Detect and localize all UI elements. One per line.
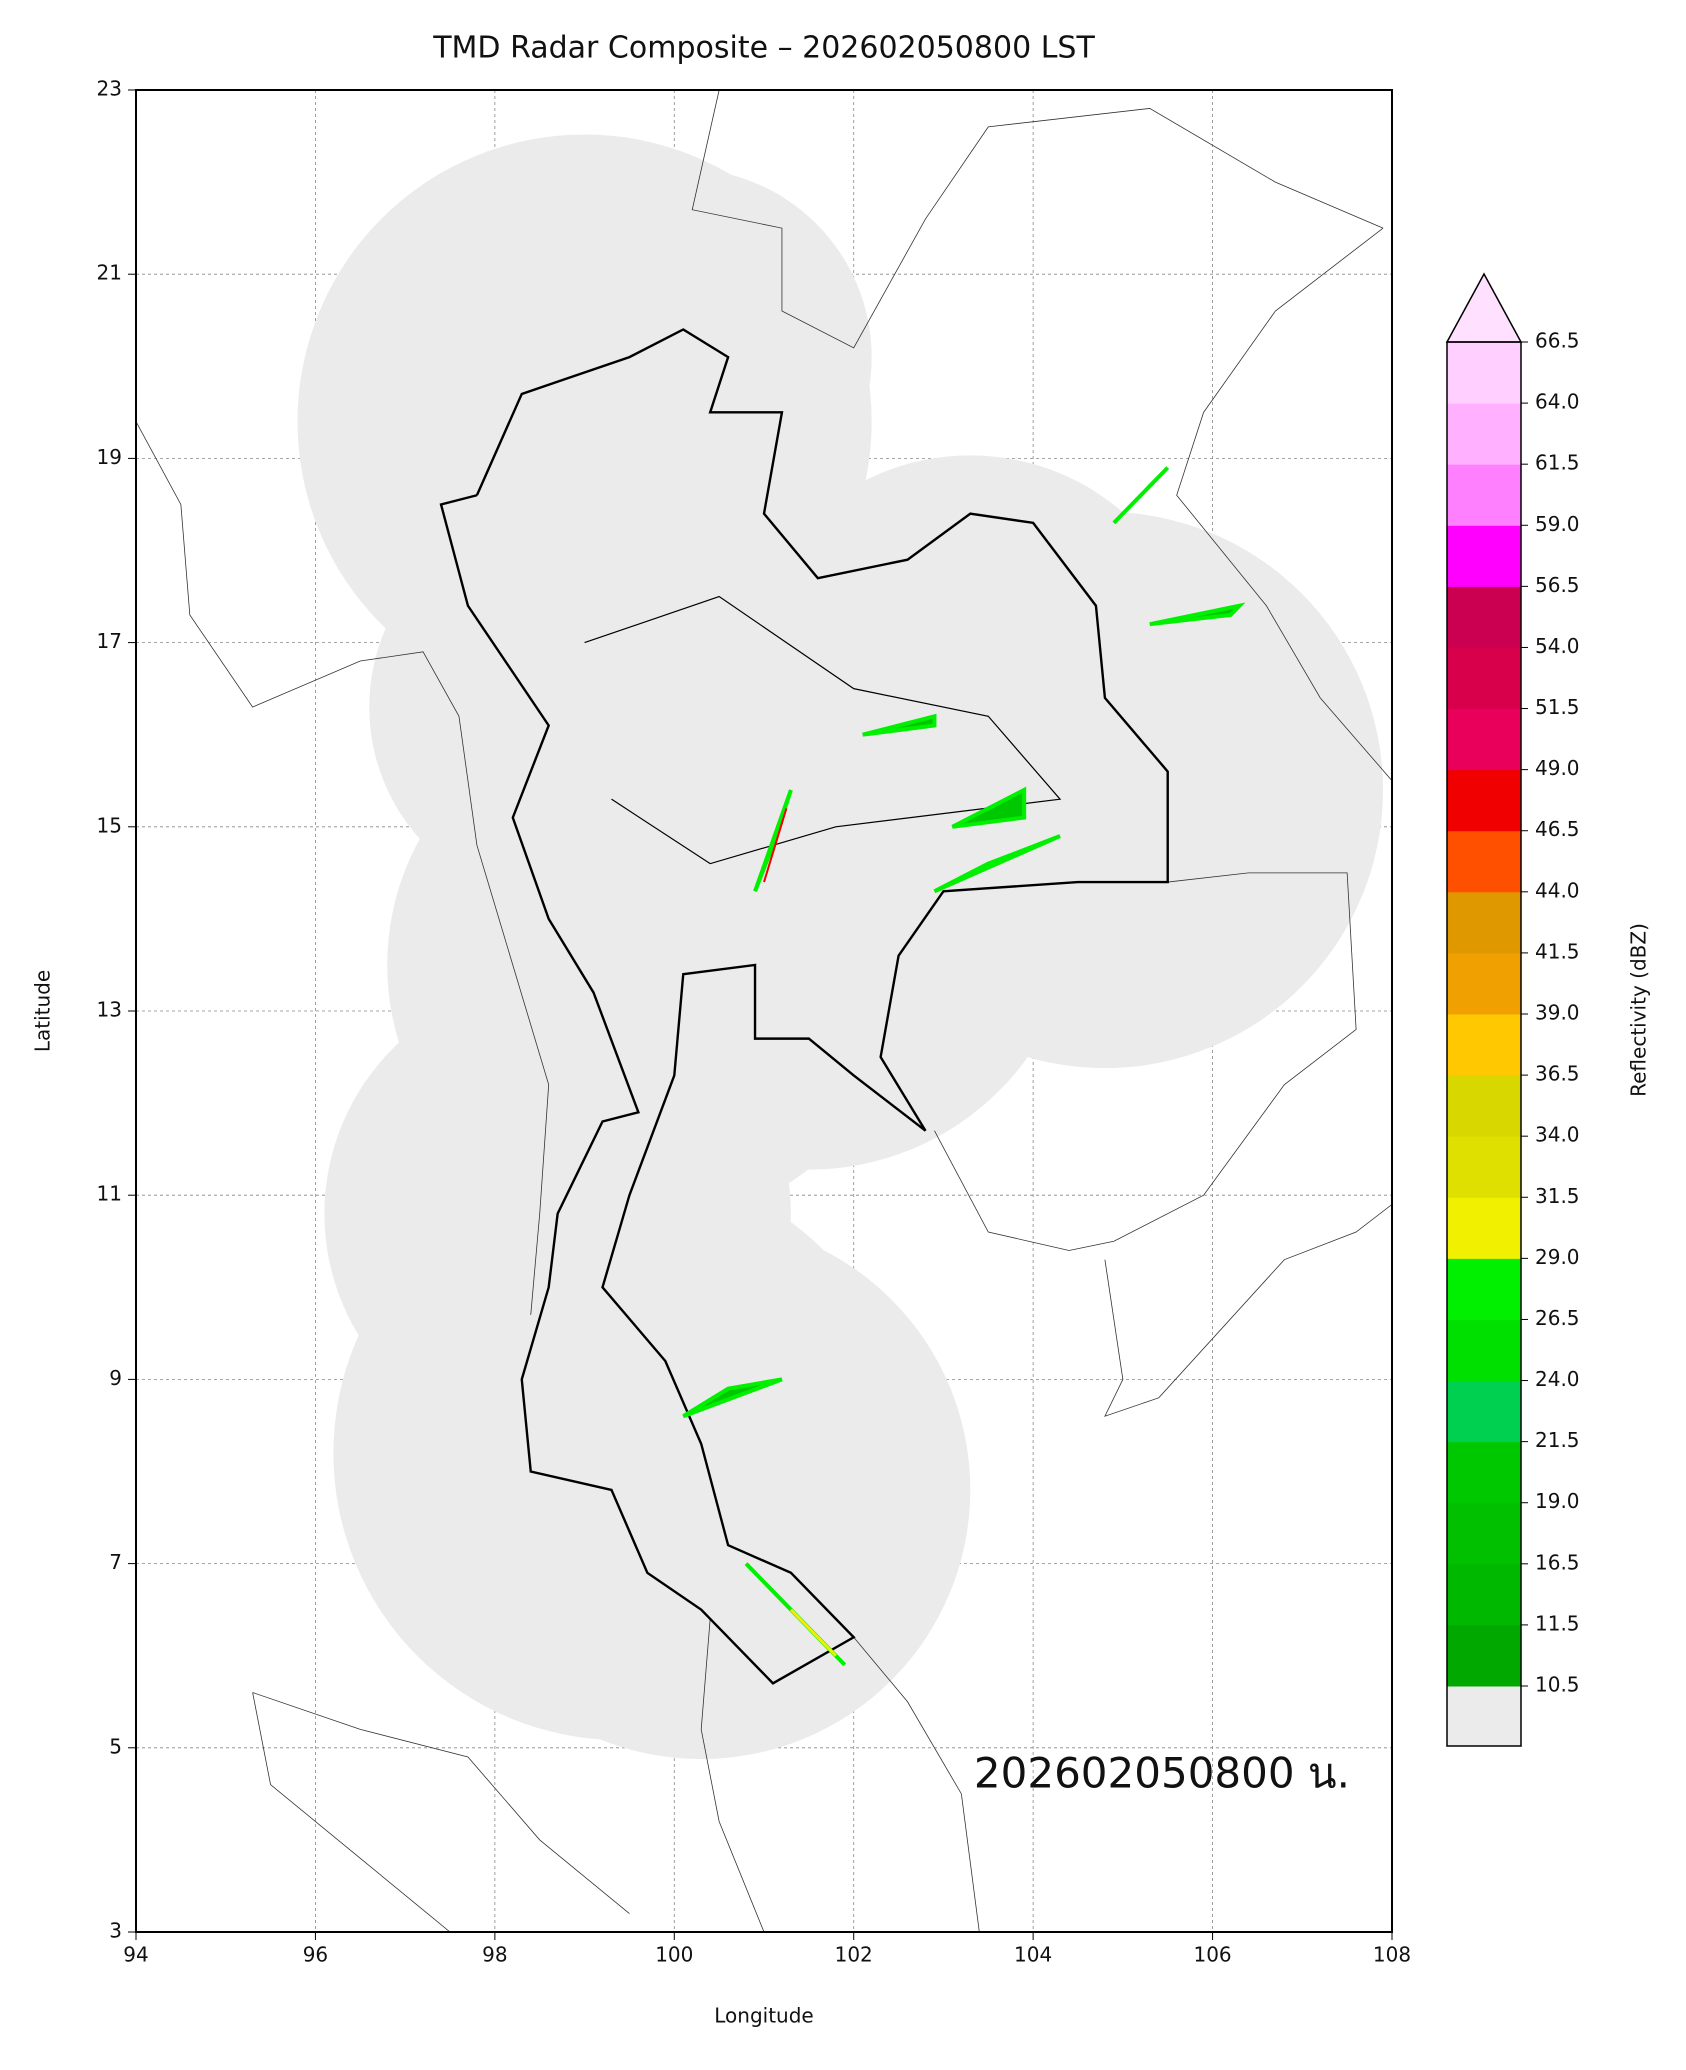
y-tick-label: 23 bbox=[97, 77, 122, 101]
x-axis-label: Longitude bbox=[714, 2004, 813, 2028]
echo bbox=[753, 789, 793, 892]
colorbar-segment bbox=[1447, 1136, 1521, 1198]
colorbar-tick-label: 26.5 bbox=[1535, 1306, 1580, 1330]
radar-coverage bbox=[494, 168, 872, 546]
x-tick-label: 98 bbox=[482, 1943, 507, 1967]
x-tick-label: 106 bbox=[1193, 1943, 1231, 1967]
colorbar-tick-label: 21.5 bbox=[1535, 1428, 1580, 1452]
colorbar-tick-label: 29.0 bbox=[1535, 1245, 1580, 1269]
colorbar-tick-label: 39.0 bbox=[1535, 1001, 1580, 1025]
colorbar-tick-label: 44.0 bbox=[1535, 878, 1580, 902]
coastline bbox=[853, 1637, 980, 1932]
echo-core bbox=[789, 1608, 837, 1657]
echo bbox=[951, 786, 1027, 829]
coastline bbox=[136, 421, 550, 1315]
map-layer bbox=[136, 90, 1392, 1932]
colorbar-tick-label: 10.5 bbox=[1535, 1673, 1580, 1697]
colorbar-tick-label: 31.5 bbox=[1535, 1184, 1580, 1208]
colorbar-extend bbox=[1445, 272, 1523, 343]
echo bbox=[933, 834, 1061, 894]
colorbar-segment bbox=[1447, 1075, 1521, 1137]
colorbar-segment bbox=[1447, 647, 1521, 710]
y-tick-label: 5 bbox=[109, 1734, 122, 1758]
colorbar-segment bbox=[1447, 769, 1521, 832]
coastline bbox=[252, 1692, 630, 1914]
y-tick-label: 13 bbox=[97, 998, 122, 1022]
coastline bbox=[1176, 227, 1392, 782]
colorbar-segment bbox=[1447, 1258, 1521, 1320]
x-tick-label: 100 bbox=[655, 1943, 693, 1967]
colorbar-tick-label: 41.5 bbox=[1535, 939, 1580, 963]
colorbar-tick-label: 56.5 bbox=[1535, 573, 1580, 597]
colorbar-segment bbox=[1447, 342, 1521, 404]
colorbar-segment bbox=[1447, 1014, 1521, 1076]
colorbar-tick-label: 34.0 bbox=[1535, 1123, 1580, 1147]
y-tick-label: 3 bbox=[109, 1919, 122, 1943]
colorbar-segment bbox=[1447, 1380, 1521, 1443]
echo bbox=[1112, 466, 1170, 525]
x-tick-label: 104 bbox=[1014, 1943, 1052, 1967]
colorbar-segment bbox=[1447, 708, 1521, 771]
colorbar-segment bbox=[1447, 464, 1521, 526]
y-tick-label: 9 bbox=[109, 1366, 122, 1390]
colorbar-segment bbox=[1447, 586, 1521, 648]
colorbar-label: Reflectivity (dBZ) bbox=[1627, 923, 1651, 1097]
x-tick-label: 96 bbox=[303, 1943, 328, 1967]
country-border bbox=[439, 328, 1169, 1685]
radar-coverage bbox=[432, 1220, 971, 1760]
y-tick-label: 19 bbox=[97, 445, 122, 469]
colorbar-segment bbox=[1447, 1319, 1521, 1382]
border bbox=[691, 90, 1384, 349]
colorbar-tick-label: 49.0 bbox=[1535, 756, 1580, 780]
colorbar-segment bbox=[1447, 1502, 1521, 1565]
echo bbox=[1149, 602, 1246, 627]
y-tick-label: 21 bbox=[97, 261, 122, 285]
colorbar-frame bbox=[1446, 341, 1522, 1747]
colorbar-tick-label: 66.5 bbox=[1535, 329, 1580, 353]
colorbar-tick-label: 61.5 bbox=[1535, 451, 1580, 475]
colorbar-tick-label: 19.0 bbox=[1535, 1489, 1580, 1513]
echo bbox=[862, 713, 937, 737]
colorbar-segment bbox=[1447, 1197, 1521, 1259]
y-tick-label: 11 bbox=[97, 1182, 122, 1206]
colorbar-tick-label: 51.5 bbox=[1535, 695, 1580, 719]
coastline bbox=[700, 1618, 765, 1932]
y-tick-label: 7 bbox=[109, 1550, 122, 1574]
colorbar-tick-label: 59.0 bbox=[1535, 512, 1580, 536]
coastline bbox=[252, 1692, 451, 1932]
colorbar-segment bbox=[1447, 403, 1521, 465]
axes-frame bbox=[135, 89, 1393, 1933]
colorbar-segment bbox=[1447, 1563, 1521, 1626]
colorbar-tick-label: 24.0 bbox=[1535, 1367, 1580, 1391]
colorbar-segment bbox=[1447, 891, 1521, 954]
colorbar-tick-label: 36.5 bbox=[1535, 1062, 1580, 1086]
colorbar-tick-label: 11.5 bbox=[1535, 1611, 1580, 1635]
echo-core bbox=[763, 808, 788, 883]
colorbar-tick-label: 46.5 bbox=[1535, 817, 1580, 841]
annotation: 202602050800 น. bbox=[974, 1749, 1350, 1798]
colorbar-segment bbox=[1447, 952, 1521, 1015]
y-tick-label: 17 bbox=[97, 629, 122, 653]
colorbar-tick-label: 54.0 bbox=[1535, 634, 1580, 658]
colorbar-under bbox=[1447, 1686, 1521, 1746]
echo bbox=[682, 1377, 783, 1419]
colorbar-segment bbox=[1447, 1624, 1521, 1687]
y-tick-label: 15 bbox=[97, 813, 122, 837]
colorbar-tick-label: 16.5 bbox=[1535, 1550, 1580, 1574]
colorbar-segment bbox=[1447, 525, 1521, 587]
x-tick-label: 102 bbox=[835, 1943, 873, 1967]
x-tick-label: 94 bbox=[123, 1943, 148, 1967]
coastline bbox=[1104, 1204, 1392, 1417]
province-border bbox=[584, 595, 1062, 865]
colorbar-segment bbox=[1447, 830, 1521, 893]
y-axis-label: Latitude bbox=[31, 970, 55, 1052]
x-tick-label: 108 bbox=[1373, 1943, 1411, 1967]
border bbox=[934, 872, 1357, 1251]
chart-title: TMD Radar Composite – 202602050800 LST bbox=[432, 31, 1095, 66]
colorbar-segment bbox=[1447, 1441, 1521, 1504]
colorbar-tick-label: 64.0 bbox=[1535, 390, 1580, 414]
